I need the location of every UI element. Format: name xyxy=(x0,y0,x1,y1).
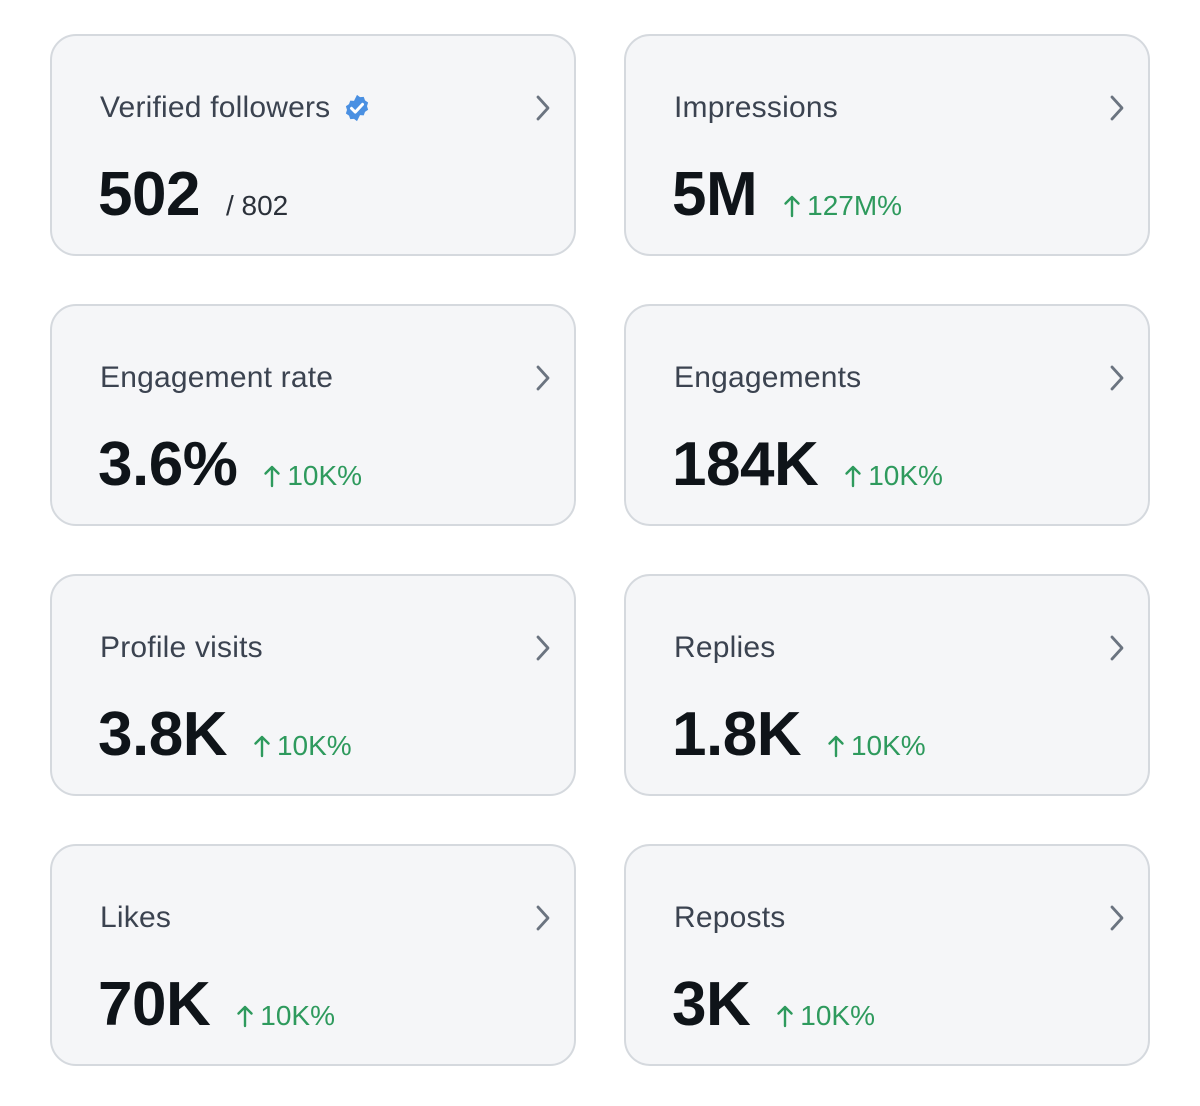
arrow-up-icon xyxy=(777,1005,793,1028)
verified-badge-icon xyxy=(346,94,369,122)
change-value: 10K% xyxy=(287,460,363,491)
analytics-card-grid: Verified followers 502 / 802 Impressions… xyxy=(50,34,1150,1066)
card-title-row: Replies xyxy=(674,630,775,666)
chevron-right-icon xyxy=(1110,365,1124,391)
reposts-card[interactable]: Reposts 3K 10K% xyxy=(624,844,1150,1066)
metric-value: 5M xyxy=(672,160,758,229)
card-title-row: Engagement rate xyxy=(100,360,333,396)
change-indicator: 10K% xyxy=(253,730,352,762)
value-row: 3K 10K% xyxy=(672,970,875,1040)
change-value: 10K% xyxy=(850,730,926,761)
metric-value: 3K xyxy=(672,970,751,1039)
chevron-right-icon xyxy=(536,635,550,661)
card-title: Likes xyxy=(100,901,172,934)
card-title: Impressions xyxy=(674,91,838,124)
value-row: 3.6% 10K% xyxy=(98,430,362,500)
engagements-card[interactable]: Engagements 184K 10K% xyxy=(624,304,1150,526)
likes-card[interactable]: Likes 70K 10K% xyxy=(50,844,576,1066)
replies-card[interactable]: Replies 1.8K 10K% xyxy=(624,574,1150,796)
card-title: Replies xyxy=(674,631,776,664)
change-value: 10K% xyxy=(800,1000,875,1031)
chevron-right-icon xyxy=(536,905,550,931)
arrow-up-icon xyxy=(784,195,800,218)
value-row: 70K 10K% xyxy=(98,970,335,1040)
arrow-up-icon xyxy=(264,465,281,488)
card-title-row: Likes xyxy=(100,900,171,936)
change-indicator: 10K% xyxy=(236,1000,335,1032)
value-row: 184K 10K% xyxy=(672,430,943,500)
metric-value: 502 xyxy=(98,160,200,229)
chevron-right-icon xyxy=(1110,95,1124,121)
metric-value: 1.8K xyxy=(672,700,801,769)
card-title-row: Reposts xyxy=(674,900,785,936)
card-title: Profile visits xyxy=(100,631,263,664)
card-title-row: Engagements xyxy=(674,360,861,396)
change-value: 10K% xyxy=(868,460,943,491)
metric-value: 3.6% xyxy=(98,430,238,499)
metric-value: 3.8K xyxy=(98,700,227,769)
card-title: Verified followers xyxy=(100,91,331,124)
arrow-up-icon xyxy=(845,465,861,488)
impressions-card[interactable]: Impressions 5M 127M% xyxy=(624,34,1150,256)
value-row: 5M 127M% xyxy=(672,160,902,230)
change-indicator: 10K% xyxy=(844,460,943,492)
change-value: 127M% xyxy=(807,190,903,221)
arrow-up-icon xyxy=(254,735,270,758)
change-value: 10K% xyxy=(260,1000,335,1031)
change-indicator: 127M% xyxy=(783,190,902,222)
card-title: Engagement rate xyxy=(100,361,334,394)
change-indicator: 10K% xyxy=(263,460,362,492)
arrow-up-icon xyxy=(828,735,844,758)
arrow-up-icon xyxy=(237,1005,253,1028)
verified-followers-card[interactable]: Verified followers 502 / 802 xyxy=(50,34,576,256)
profile-visits-card[interactable]: Profile visits 3.8K 10K% xyxy=(50,574,576,796)
value-row: 1.8K 10K% xyxy=(672,700,926,770)
chevron-right-icon xyxy=(1110,635,1124,661)
chevron-right-icon xyxy=(536,95,550,121)
value-row: 502 / 802 xyxy=(98,160,288,230)
change-value: 10K% xyxy=(276,730,352,761)
metric-value: 184K xyxy=(672,430,819,499)
chevron-right-icon xyxy=(1110,905,1124,931)
card-title-row: Verified followers xyxy=(100,90,372,126)
chevron-right-icon xyxy=(536,365,550,391)
card-title: Engagements xyxy=(674,361,862,394)
metric-total: / 802 xyxy=(225,190,289,221)
change-indicator: 10K% xyxy=(776,1000,875,1032)
card-title: Reposts xyxy=(674,901,786,934)
change-indicator: 10K% xyxy=(827,730,926,762)
metric-value: 70K xyxy=(98,970,211,1039)
engagement-rate-card[interactable]: Engagement rate 3.6% 10K% xyxy=(50,304,576,526)
card-title-row: Profile visits xyxy=(100,630,263,666)
value-row: 3.8K 10K% xyxy=(98,700,352,770)
card-title-row: Impressions xyxy=(674,90,838,126)
